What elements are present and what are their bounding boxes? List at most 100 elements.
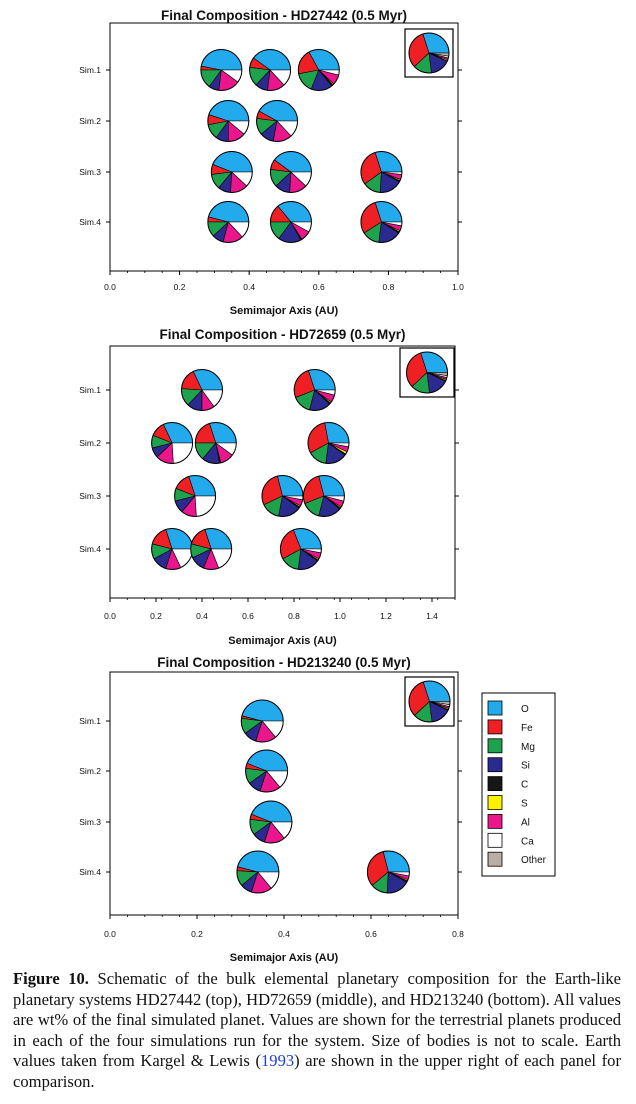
x-tick-label: 0.2	[150, 611, 162, 621]
y-tick-label: Sim.4	[79, 544, 101, 554]
legend-label-o: O	[521, 704, 529, 715]
earth-reference-pie	[408, 32, 450, 74]
planet-pie	[269, 201, 312, 243]
planet-pie	[249, 800, 293, 844]
citation-link[interactable]: 1993	[260, 1051, 295, 1071]
planet-pie	[240, 699, 284, 743]
planet-pie	[279, 528, 322, 570]
legend-label-mg: Mg	[521, 742, 535, 753]
legend-label-al: Al	[521, 817, 530, 828]
x-tick-label: 0.4	[278, 929, 290, 939]
x-tick-label: 0.4	[196, 611, 208, 621]
pie-outline	[240, 699, 284, 743]
planet-pie	[207, 100, 250, 142]
planet-pie	[200, 49, 243, 91]
x-tick-label: 0.2	[191, 929, 203, 939]
planet-pie	[261, 475, 304, 517]
legend-swatch-other	[487, 851, 503, 867]
planet-pie	[151, 528, 194, 570]
pie-outline	[249, 49, 292, 91]
pie-slice-o	[200, 49, 243, 71]
y-tick-label: Sim.1	[79, 385, 101, 395]
y-tick-label: Sim.1	[79, 716, 101, 726]
planet-pie	[293, 369, 336, 411]
pie-outline	[210, 151, 253, 193]
legend-swatch-mg	[487, 738, 503, 754]
chart-title: Final Composition - HD213240 (0.5 Myr)	[157, 655, 411, 670]
chart-title: Final Composition - HD27442 (0.5 Myr)	[161, 8, 407, 23]
legend: O Fe Mg Si CS Al Ca Other	[481, 692, 556, 877]
composition-figure: Final Composition - HD27442 (0.5 Myr) 0.0…	[79, 8, 556, 964]
planet-pie	[360, 151, 403, 193]
y-tick-label: Sim.3	[79, 167, 101, 177]
pie-outline	[236, 850, 280, 894]
x-tick-label: 0.2	[174, 282, 186, 292]
pie-outline	[190, 528, 233, 570]
planet-pie	[302, 475, 345, 517]
planet-pie	[210, 151, 253, 193]
x-tick-label: 0.8	[452, 929, 464, 939]
pie-outline	[207, 100, 250, 142]
x-tick-label: 1.0	[452, 282, 464, 292]
panel-3: Final Composition - HD213240 (0.5 Myr) 0.…	[79, 655, 464, 964]
pie-outline	[181, 369, 223, 411]
pie-outline	[307, 422, 350, 464]
pie-outline	[207, 201, 250, 243]
pie-outline	[269, 201, 312, 243]
legend-label-s: S	[521, 799, 528, 810]
planet-pie	[151, 422, 194, 464]
x-tick-label: 0.4	[243, 282, 255, 292]
y-tick-label: Sim.1	[79, 65, 101, 75]
legend-swatch-ca	[487, 832, 503, 848]
planet-pie	[307, 422, 350, 464]
caption-text-end: ) are shown in the upper right of each p…	[13, 1051, 621, 1091]
panel-2: Final Composition - HD72659 (0.5 Myr) 0.0…	[79, 327, 459, 647]
legend-label-fe: Fe	[521, 723, 533, 734]
pie-outline	[245, 749, 289, 793]
pie-outline	[194, 422, 237, 464]
y-tick-label: Sim.2	[79, 116, 101, 126]
figure-caption: Figure 10. Schematic of the bulk element…	[13, 969, 621, 1093]
planet-pie	[190, 528, 233, 570]
legend-label-other: Other	[521, 855, 547, 866]
legend-swatch-al	[487, 814, 503, 829]
x-axis-label: Semimajor Axis (AU)	[230, 305, 339, 317]
pie-outline	[360, 151, 403, 193]
pie-outline	[408, 32, 450, 74]
x-tick-label: 1.2	[380, 611, 392, 621]
planet-pie	[236, 850, 280, 894]
planet-pie	[181, 369, 223, 411]
planet-pie	[245, 749, 289, 793]
planet-pie	[174, 475, 217, 517]
planet-pie	[249, 49, 292, 91]
x-tick-label: 0.0	[104, 929, 116, 939]
panel-1: Final Composition - HD27442 (0.5 Myr) 0.0…	[79, 8, 464, 317]
x-tick-label: 0.6	[242, 611, 254, 621]
legend-swatch-o	[487, 700, 503, 716]
pie-outline	[408, 680, 451, 723]
y-tick-label: Sim.3	[79, 817, 101, 827]
legend-label-c: C	[521, 780, 528, 791]
earth-reference-pie	[406, 351, 448, 394]
x-tick-label: 0.6	[313, 282, 325, 292]
legend-swatch-s	[487, 795, 503, 810]
x-tick-label: 0.8	[382, 282, 394, 292]
pie-outline	[256, 100, 299, 142]
y-tick-label: Sim.4	[79, 867, 101, 877]
caption-text: Schematic of the bulk elemental planetar…	[13, 969, 622, 1071]
pie-outline	[293, 369, 336, 411]
pie-outline	[297, 49, 340, 91]
legend-label-si: Si	[521, 761, 530, 772]
pie-outline	[269, 151, 312, 193]
pie-outline	[302, 475, 345, 517]
planet-pie	[360, 201, 403, 243]
planet-pie	[297, 49, 340, 91]
pie-outline	[200, 49, 243, 91]
planet-pie	[256, 100, 299, 142]
planet-pie	[194, 422, 237, 464]
x-tick-label: 1.4	[426, 611, 438, 621]
legend-swatch-si	[487, 757, 503, 773]
planet-pie	[207, 201, 250, 243]
pie-outline	[366, 850, 410, 894]
pie-outline	[279, 528, 322, 570]
